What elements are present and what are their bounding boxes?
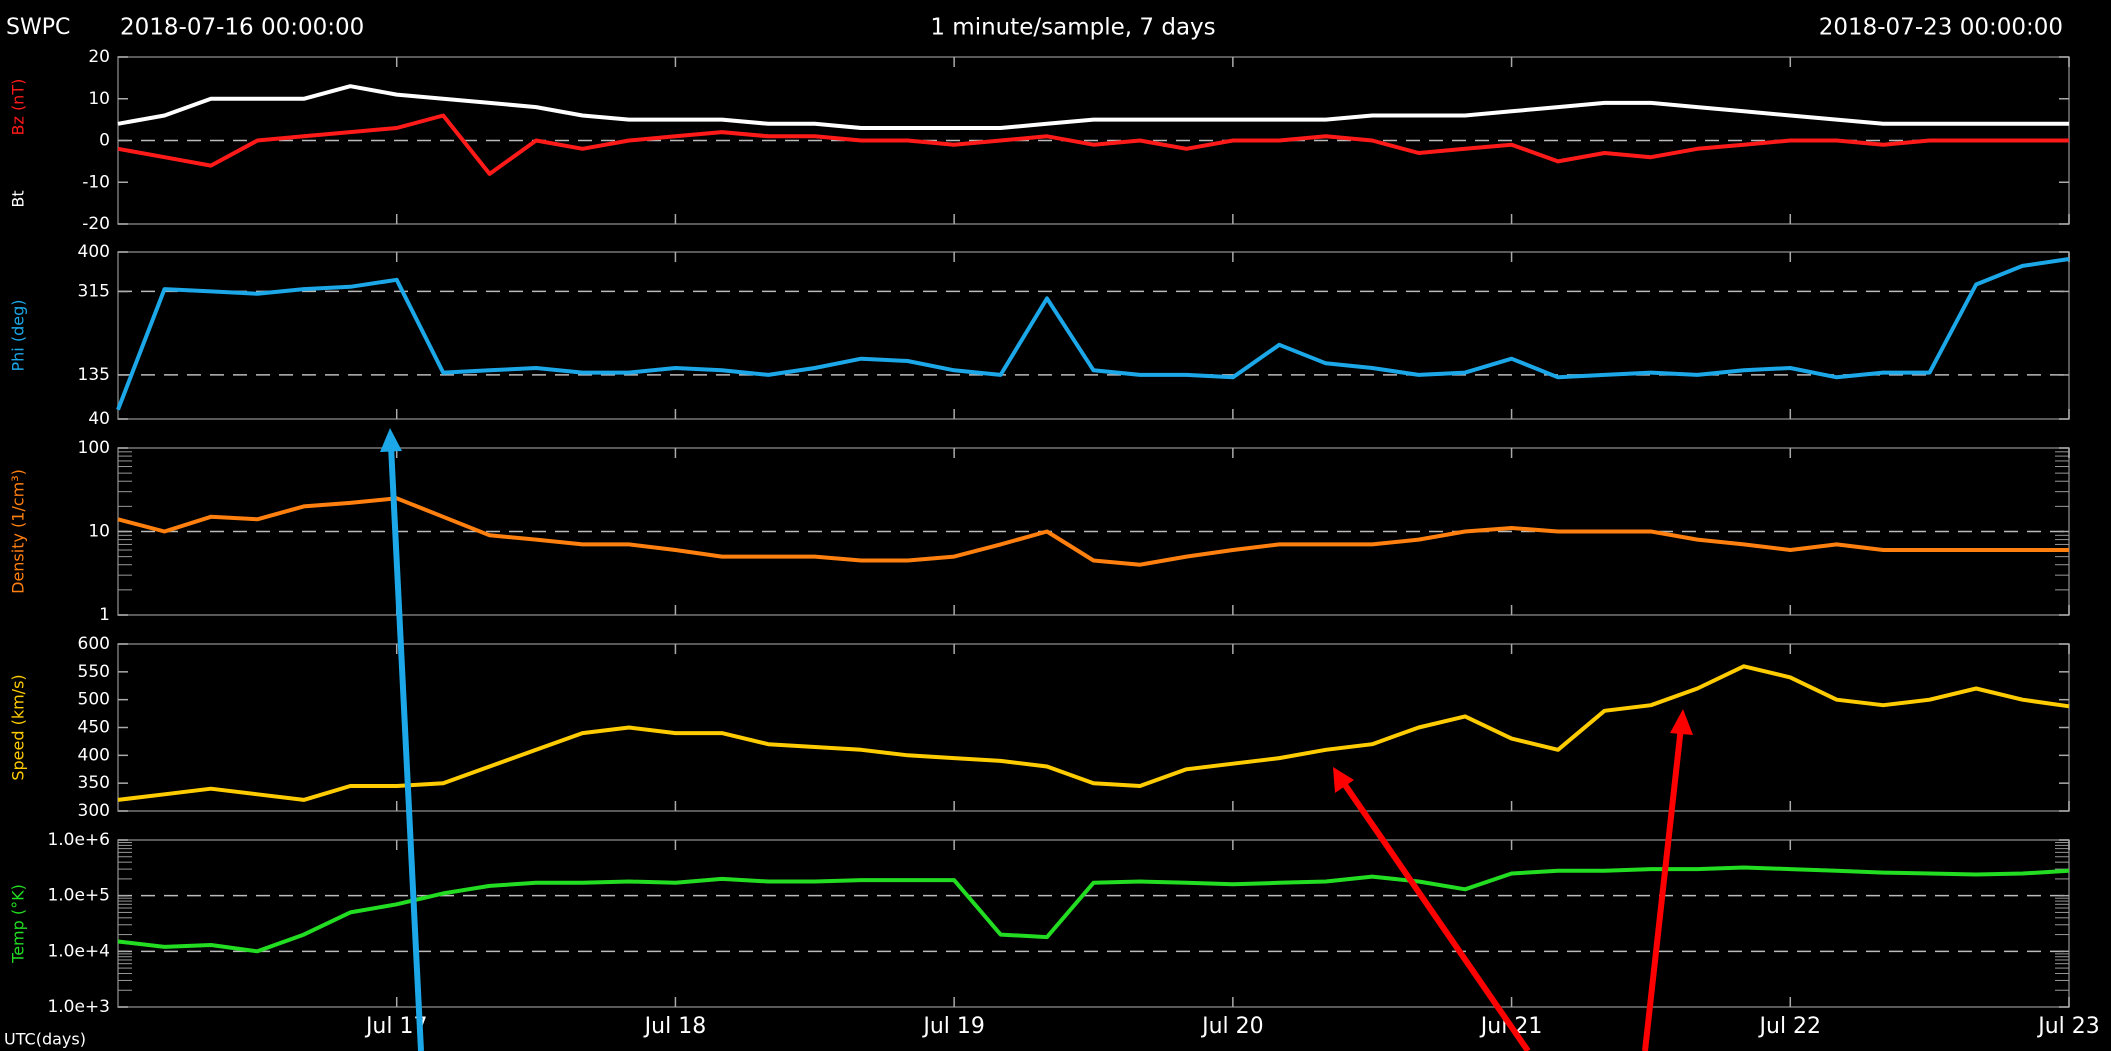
series-line: [117, 664, 2070, 802]
y-tick-label: 350: [78, 773, 110, 793]
annotations: [380, 428, 1693, 1051]
x-axis-label: UTC(days): [4, 1030, 86, 1049]
y-tick-label: 40: [88, 409, 110, 429]
arrow: [388, 445, 424, 1051]
y-tick-label: 1.0e+6: [47, 830, 110, 850]
y-tick-label: -20: [82, 214, 110, 234]
arrow-head: [1670, 709, 1693, 735]
series-line: [117, 84, 2069, 130]
y-tick-label: 400: [78, 745, 110, 765]
series-line: [117, 113, 2069, 176]
x-tick-label: Jul 22: [1758, 1014, 1822, 1039]
y-axis-label: Speed (km/s): [9, 674, 28, 780]
x-tick-label: Jul 23: [2036, 1014, 2100, 1039]
y-tick-label: 500: [78, 690, 110, 710]
y-axis-label: Bt: [9, 190, 28, 207]
y-tick-label: 10: [88, 89, 110, 109]
y-tick-label: 400: [78, 242, 110, 262]
arrow: [1642, 726, 1684, 1051]
y-axis-label: Density (1/cm³): [9, 469, 28, 594]
arrow-head: [380, 428, 402, 452]
x-tick-label: Jul 19: [921, 1014, 985, 1039]
y-axis-label: Phi (deg): [9, 300, 28, 372]
y-tick-label: 100: [78, 438, 110, 458]
y-tick-label: 1.0e+4: [47, 941, 110, 961]
y-tick-label: 450: [78, 718, 110, 738]
y-tick-label: 300: [78, 801, 110, 821]
y-tick-label: 550: [78, 662, 110, 682]
x-tick-label: Jul 20: [1200, 1014, 1264, 1039]
y-tick-label: 315: [78, 281, 110, 301]
arrow: [1340, 780, 1531, 1051]
source: SWPC: [6, 15, 70, 40]
start-time: 2018-07-16 00:00:00: [120, 15, 364, 41]
series-line: [117, 496, 2069, 567]
y-axis-label: Temp (°K): [9, 884, 28, 964]
series-line: [116, 257, 2070, 411]
y-tick-label: 10: [88, 522, 110, 542]
panels: -20 -10 0 10 20 Bz (nT) Bt 40 135 315 400 Phi (deg)…: [4, 47, 2100, 1049]
arrow-head: [1333, 767, 1354, 793]
y-tick-label: 135: [78, 365, 110, 385]
y-tick-label: 1.0e+3: [47, 997, 110, 1017]
x-tick-label: Jul 18: [643, 1014, 707, 1039]
sample-info: 1 minute/sample, 7 days: [930, 15, 1215, 41]
y-tick-label: 0: [99, 131, 110, 151]
y-axis-label: Bz (nT): [9, 79, 28, 136]
y-tick-label: 1: [99, 605, 110, 625]
panel-frame: [117, 251, 2070, 420]
panel-frame: [117, 839, 2070, 1008]
y-tick-label: 20: [88, 47, 110, 67]
end-time: 2018-07-23 00:00:00: [1819, 15, 2063, 41]
series-line: [117, 865, 2070, 954]
y-tick-label: 1.0e+5: [47, 886, 110, 906]
y-tick-label: 600: [78, 634, 110, 654]
y-tick-label: -10: [82, 172, 110, 192]
